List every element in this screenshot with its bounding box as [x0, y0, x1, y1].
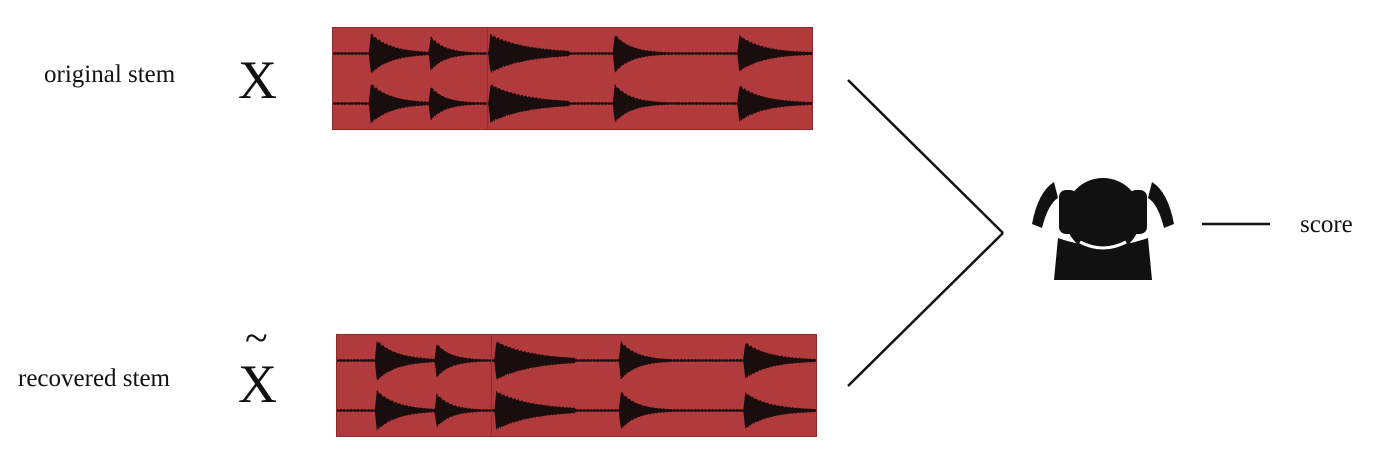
original-stem-label: original stem	[44, 61, 176, 88]
original-stem-symbol: X	[238, 50, 277, 110]
recovered-waveform-trace	[337, 335, 816, 436]
waveform-channel	[333, 33, 812, 74]
original-waveform-trace	[333, 28, 812, 129]
connector-line-bottom	[847, 232, 1004, 387]
waveform-channel	[333, 83, 812, 125]
connector-line-top	[847, 79, 1004, 234]
recovered-stem-waveform	[336, 334, 817, 437]
waveform-channel	[337, 340, 816, 381]
original-stem-waveform	[332, 27, 813, 130]
score-label: score	[1300, 211, 1353, 238]
headphones-listener-icon	[1028, 154, 1178, 280]
recovered-stem-tilde: ~	[245, 316, 268, 362]
recovered-stem-label: recovered stem	[18, 365, 171, 392]
waveform-channel	[337, 389, 816, 432]
recovered-stem-symbol: X	[238, 354, 277, 414]
